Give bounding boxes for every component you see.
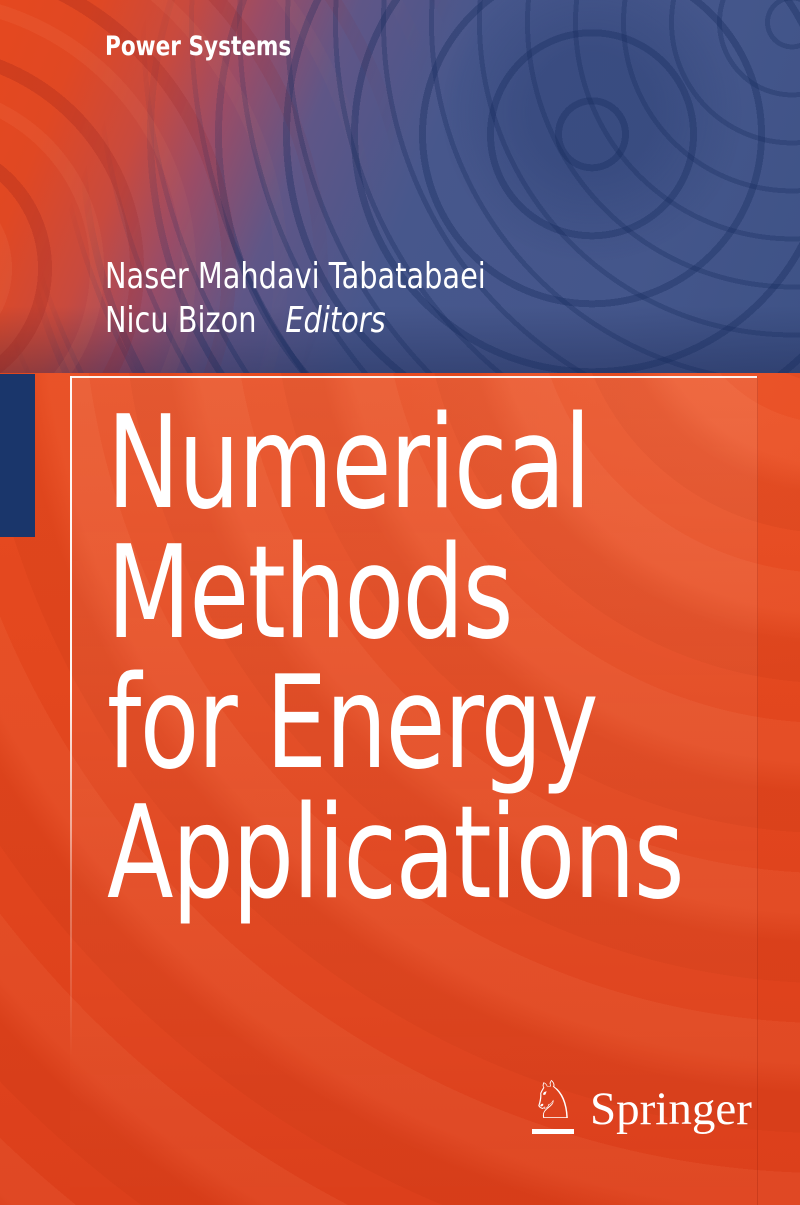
title-line-1: Numerical xyxy=(107,389,591,538)
editors-label: Editors xyxy=(285,300,386,341)
publisher-logo: ♘ Springer xyxy=(528,1071,752,1135)
knight-glyph: ♘ xyxy=(529,1071,577,1131)
authors-block: Naser Mahdavi Tabatabaei Nicu Bizon Edito… xyxy=(105,255,486,343)
author-name-1: Naser Mahdavi Tabatabaei xyxy=(105,256,486,297)
series-label: Power Systems xyxy=(105,31,292,62)
title-panel: Numerical Methods for Energy Application… xyxy=(70,376,758,1205)
springer-knight-icon: ♘ xyxy=(528,1071,578,1134)
title-line-4: Applications xyxy=(107,779,685,928)
author-line-2: Nicu Bizon Editors xyxy=(105,299,486,343)
cover-bottom-region xyxy=(0,373,800,1205)
knight-pedestal-bar xyxy=(532,1129,574,1134)
author-name-2: Nicu Bizon xyxy=(105,300,257,341)
publisher-name: Springer xyxy=(590,1083,752,1135)
title-line-2: Methods xyxy=(107,519,513,668)
cover-photo-band: Power Systems Naser Mahdavi Tabatabaei N… xyxy=(0,0,800,373)
book-title: Numerical Methods for Energy Application… xyxy=(107,389,685,928)
spine-accent-bar xyxy=(0,374,35,537)
title-line-3: for Energy xyxy=(107,649,599,798)
